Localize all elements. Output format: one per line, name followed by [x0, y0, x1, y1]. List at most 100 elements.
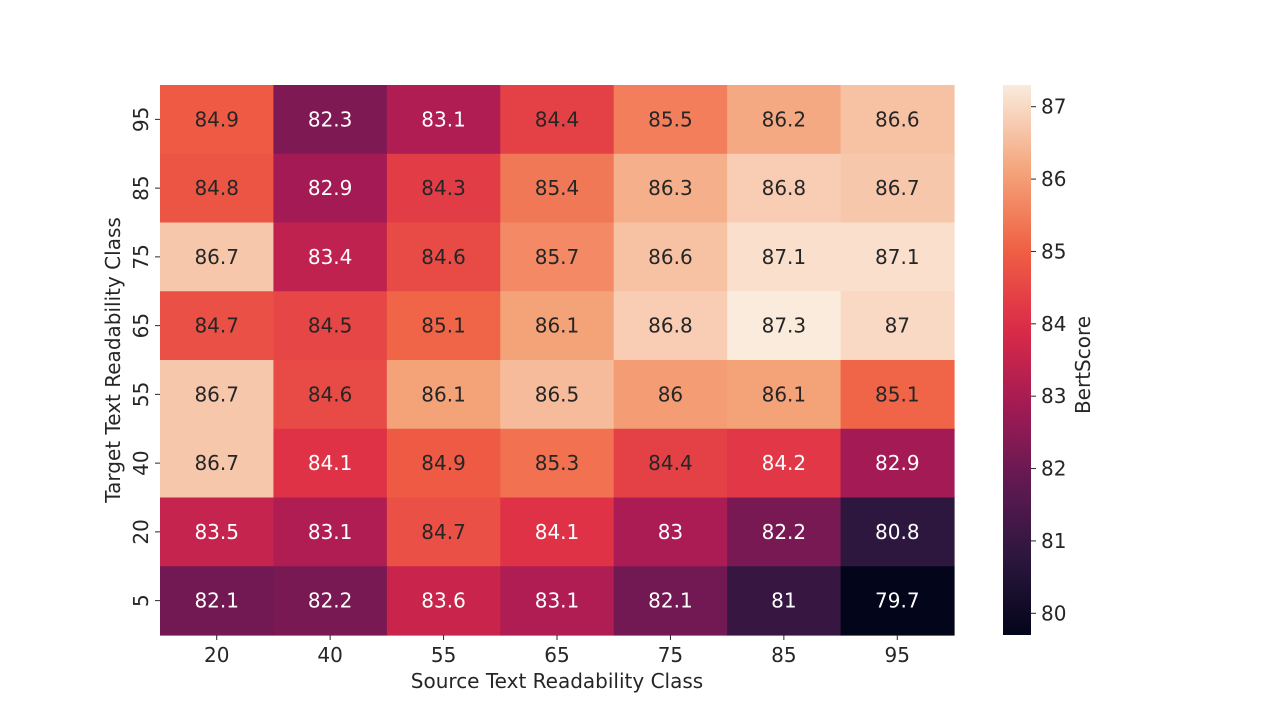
cell-value-label: 84.4	[535, 107, 580, 131]
cell-value-label: 84.7	[194, 314, 239, 338]
heatmap-cell	[273, 291, 388, 361]
heatmap-cell	[273, 222, 388, 292]
cell-value-label: 83.1	[421, 107, 466, 131]
heatmap-cell	[500, 497, 615, 567]
heatmap-cell	[840, 153, 955, 224]
y-tick-label: 85	[129, 175, 153, 200]
heatmap-cell	[840, 291, 955, 361]
heatmap-cell	[840, 566, 955, 636]
y-axis-label: Target Text Readability Class	[101, 217, 125, 504]
cell-value-label: 82.9	[875, 451, 920, 475]
cell-value-label: 83.1	[308, 520, 353, 544]
cell-value-label: 84.5	[308, 314, 353, 338]
x-tick-label: 55	[431, 643, 456, 667]
cell-value-label: 83	[658, 520, 683, 544]
cell-value-label: 84.1	[308, 451, 353, 475]
cell-value-label: 85.5	[648, 107, 693, 131]
cell-value-label: 86.1	[421, 382, 466, 406]
heatmap-cell	[273, 497, 388, 567]
x-tick-label: 85	[771, 643, 796, 667]
heatmap-cell	[386, 291, 501, 361]
cell-value-label: 85.4	[535, 176, 580, 200]
heatmap-cell	[500, 222, 615, 292]
cell-value-label: 84.1	[535, 520, 580, 544]
cell-value-label: 80.8	[875, 520, 920, 544]
cell-value-label: 83.5	[194, 520, 239, 544]
cell-value-label: 85.1	[421, 314, 466, 338]
heatmap-cell	[500, 153, 615, 224]
y-tick-label: 5	[129, 594, 153, 607]
cell-value-label: 86.1	[535, 314, 580, 338]
cell-value-label: 84.6	[421, 245, 466, 269]
y-tick-label: 55	[129, 382, 153, 407]
x-tick-label: 20	[204, 643, 229, 667]
heatmap-cell	[386, 360, 501, 430]
cell-value-label: 84.9	[194, 107, 239, 131]
cell-value-label: 82.1	[648, 589, 693, 613]
colorbar-tick-label: 82	[1041, 457, 1066, 481]
colorbar-tick-label: 80	[1041, 601, 1066, 625]
colorbar-ticks: 80 81 82 83 84 85 86 87	[1031, 95, 1066, 625]
x-tick-label: 40	[317, 643, 342, 667]
heatmap-cell	[160, 222, 275, 292]
heatmap-cell	[727, 428, 842, 499]
heatmap-cell	[386, 566, 501, 636]
cell-value-label: 84.8	[194, 176, 239, 200]
heatmap-cell	[727, 222, 842, 292]
cell-value-label: 82.2	[762, 520, 807, 544]
colorbar-label: BertScore	[1071, 316, 1095, 414]
cell-value-label: 86.7	[194, 451, 239, 475]
cell-value-label: 84.2	[762, 451, 807, 475]
heatmap-cell	[500, 85, 615, 155]
colorbar-tick-label: 84	[1041, 312, 1066, 336]
y-tick-label: 65	[129, 313, 153, 338]
heatmap-cell	[386, 222, 501, 292]
cell-value-label: 84.9	[421, 451, 466, 475]
cell-value-label: 79.7	[875, 589, 920, 613]
cell-value-label: 86.3	[648, 176, 693, 200]
x-tick-label: 65	[544, 643, 569, 667]
heatmap-cell	[727, 566, 842, 636]
heatmap-cell	[160, 497, 275, 567]
y-tick-label: 20	[129, 519, 153, 544]
colorbar-tick-label: 81	[1041, 529, 1066, 553]
heatmap-cell	[160, 360, 275, 430]
heatmap-cell	[160, 291, 275, 361]
heatmap-cell	[840, 428, 955, 499]
heatmap-cell	[160, 85, 275, 155]
cell-value-label: 86.7	[875, 176, 920, 200]
heatmap-cell	[273, 85, 388, 155]
colorbar	[1003, 85, 1031, 635]
heatmap-cell	[500, 360, 615, 430]
y-axis-ticks: 95 85 75 65 55 40 20 5	[129, 107, 160, 607]
heatmap-cell	[613, 85, 728, 155]
heatmap-cell	[160, 428, 275, 499]
y-tick-label: 75	[129, 244, 153, 269]
cell-value-label: 86.7	[194, 245, 239, 269]
cell-value-label: 82.1	[194, 589, 239, 613]
x-tick-label: 95	[885, 643, 910, 667]
cell-value-label: 84.7	[421, 520, 466, 544]
heatmap-cell	[273, 153, 388, 224]
cell-value-label: 86.5	[535, 382, 580, 406]
cell-value-label: 85.1	[875, 382, 920, 406]
heatmap-cell	[273, 360, 388, 430]
cell-value-label: 86.6	[648, 245, 693, 269]
heatmap-cell	[840, 85, 955, 155]
heatmap-cell	[727, 85, 842, 155]
cell-value-label: 82.9	[308, 176, 353, 200]
colorbar-tick-label: 87	[1041, 95, 1066, 119]
cell-value-label: 87.1	[875, 245, 920, 269]
heatmap-cell	[613, 153, 728, 224]
cell-value-label: 85.7	[535, 245, 580, 269]
heatmap-cell	[727, 291, 842, 361]
cell-value-label: 82.2	[308, 589, 353, 613]
heatmap-cell	[386, 428, 501, 499]
heatmap-cell	[500, 428, 615, 499]
heatmap-cell	[613, 428, 728, 499]
heatmap-cell	[386, 85, 501, 155]
cell-value-label: 86	[658, 382, 683, 406]
cell-value-label: 86.8	[648, 314, 693, 338]
heatmap-cell	[273, 428, 388, 499]
